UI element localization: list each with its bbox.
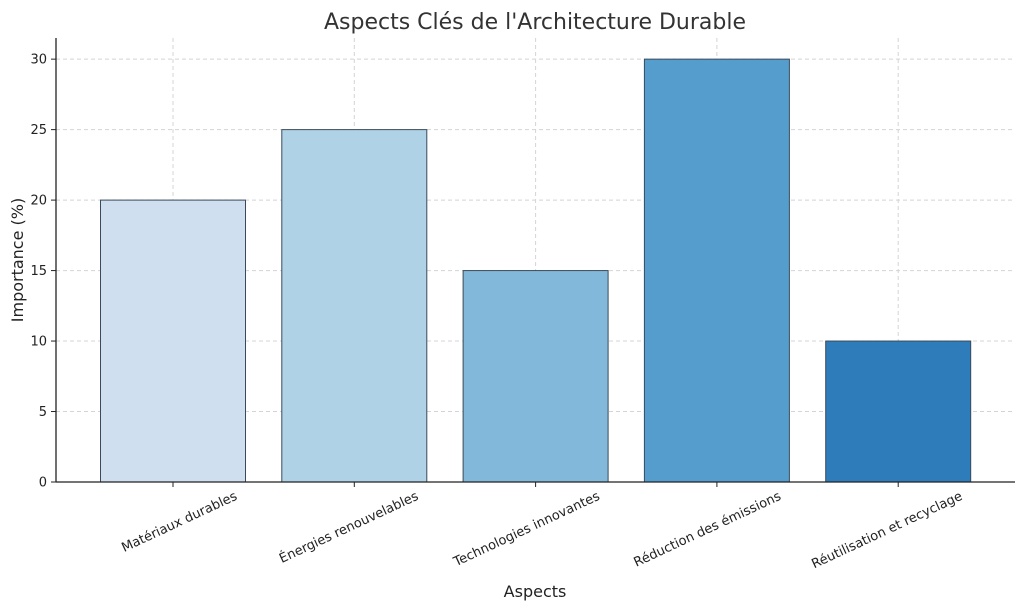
- y-ticks: 0 5 10 15 20 25 30: [30, 53, 56, 491]
- x-tick-label: Matériaux durables: [119, 489, 239, 556]
- y-tick-label: 10: [30, 335, 47, 350]
- y-tick-label: 25: [30, 123, 47, 138]
- y-tick-label: 30: [30, 53, 47, 68]
- chart-title: Aspects Clés de l'Architecture Durable: [324, 10, 746, 35]
- bar: [825, 340, 972, 483]
- y-tick-label: 5: [39, 405, 47, 420]
- x-tick-label: Technologies innovantes: [451, 489, 603, 571]
- bar: [643, 58, 790, 483]
- x-tick-label: Réduction des émissions: [632, 489, 784, 571]
- x-ticks: Matériaux durables Énergies renouvelables…: [119, 482, 965, 572]
- y-axis-label: Importance (%): [8, 198, 27, 322]
- x-axis-label: Aspects: [504, 582, 567, 601]
- x-tick-label: Réutilisation et recyclage: [809, 489, 964, 572]
- bar: [281, 129, 428, 483]
- x-tick-label: Énergies renouvelables: [277, 488, 421, 567]
- bars: [100, 58, 972, 483]
- y-tick-label: 15: [30, 264, 47, 279]
- y-tick-label: 0: [39, 476, 47, 491]
- bar: [462, 270, 609, 483]
- y-tick-label: 20: [30, 194, 47, 209]
- bar: [100, 199, 246, 483]
